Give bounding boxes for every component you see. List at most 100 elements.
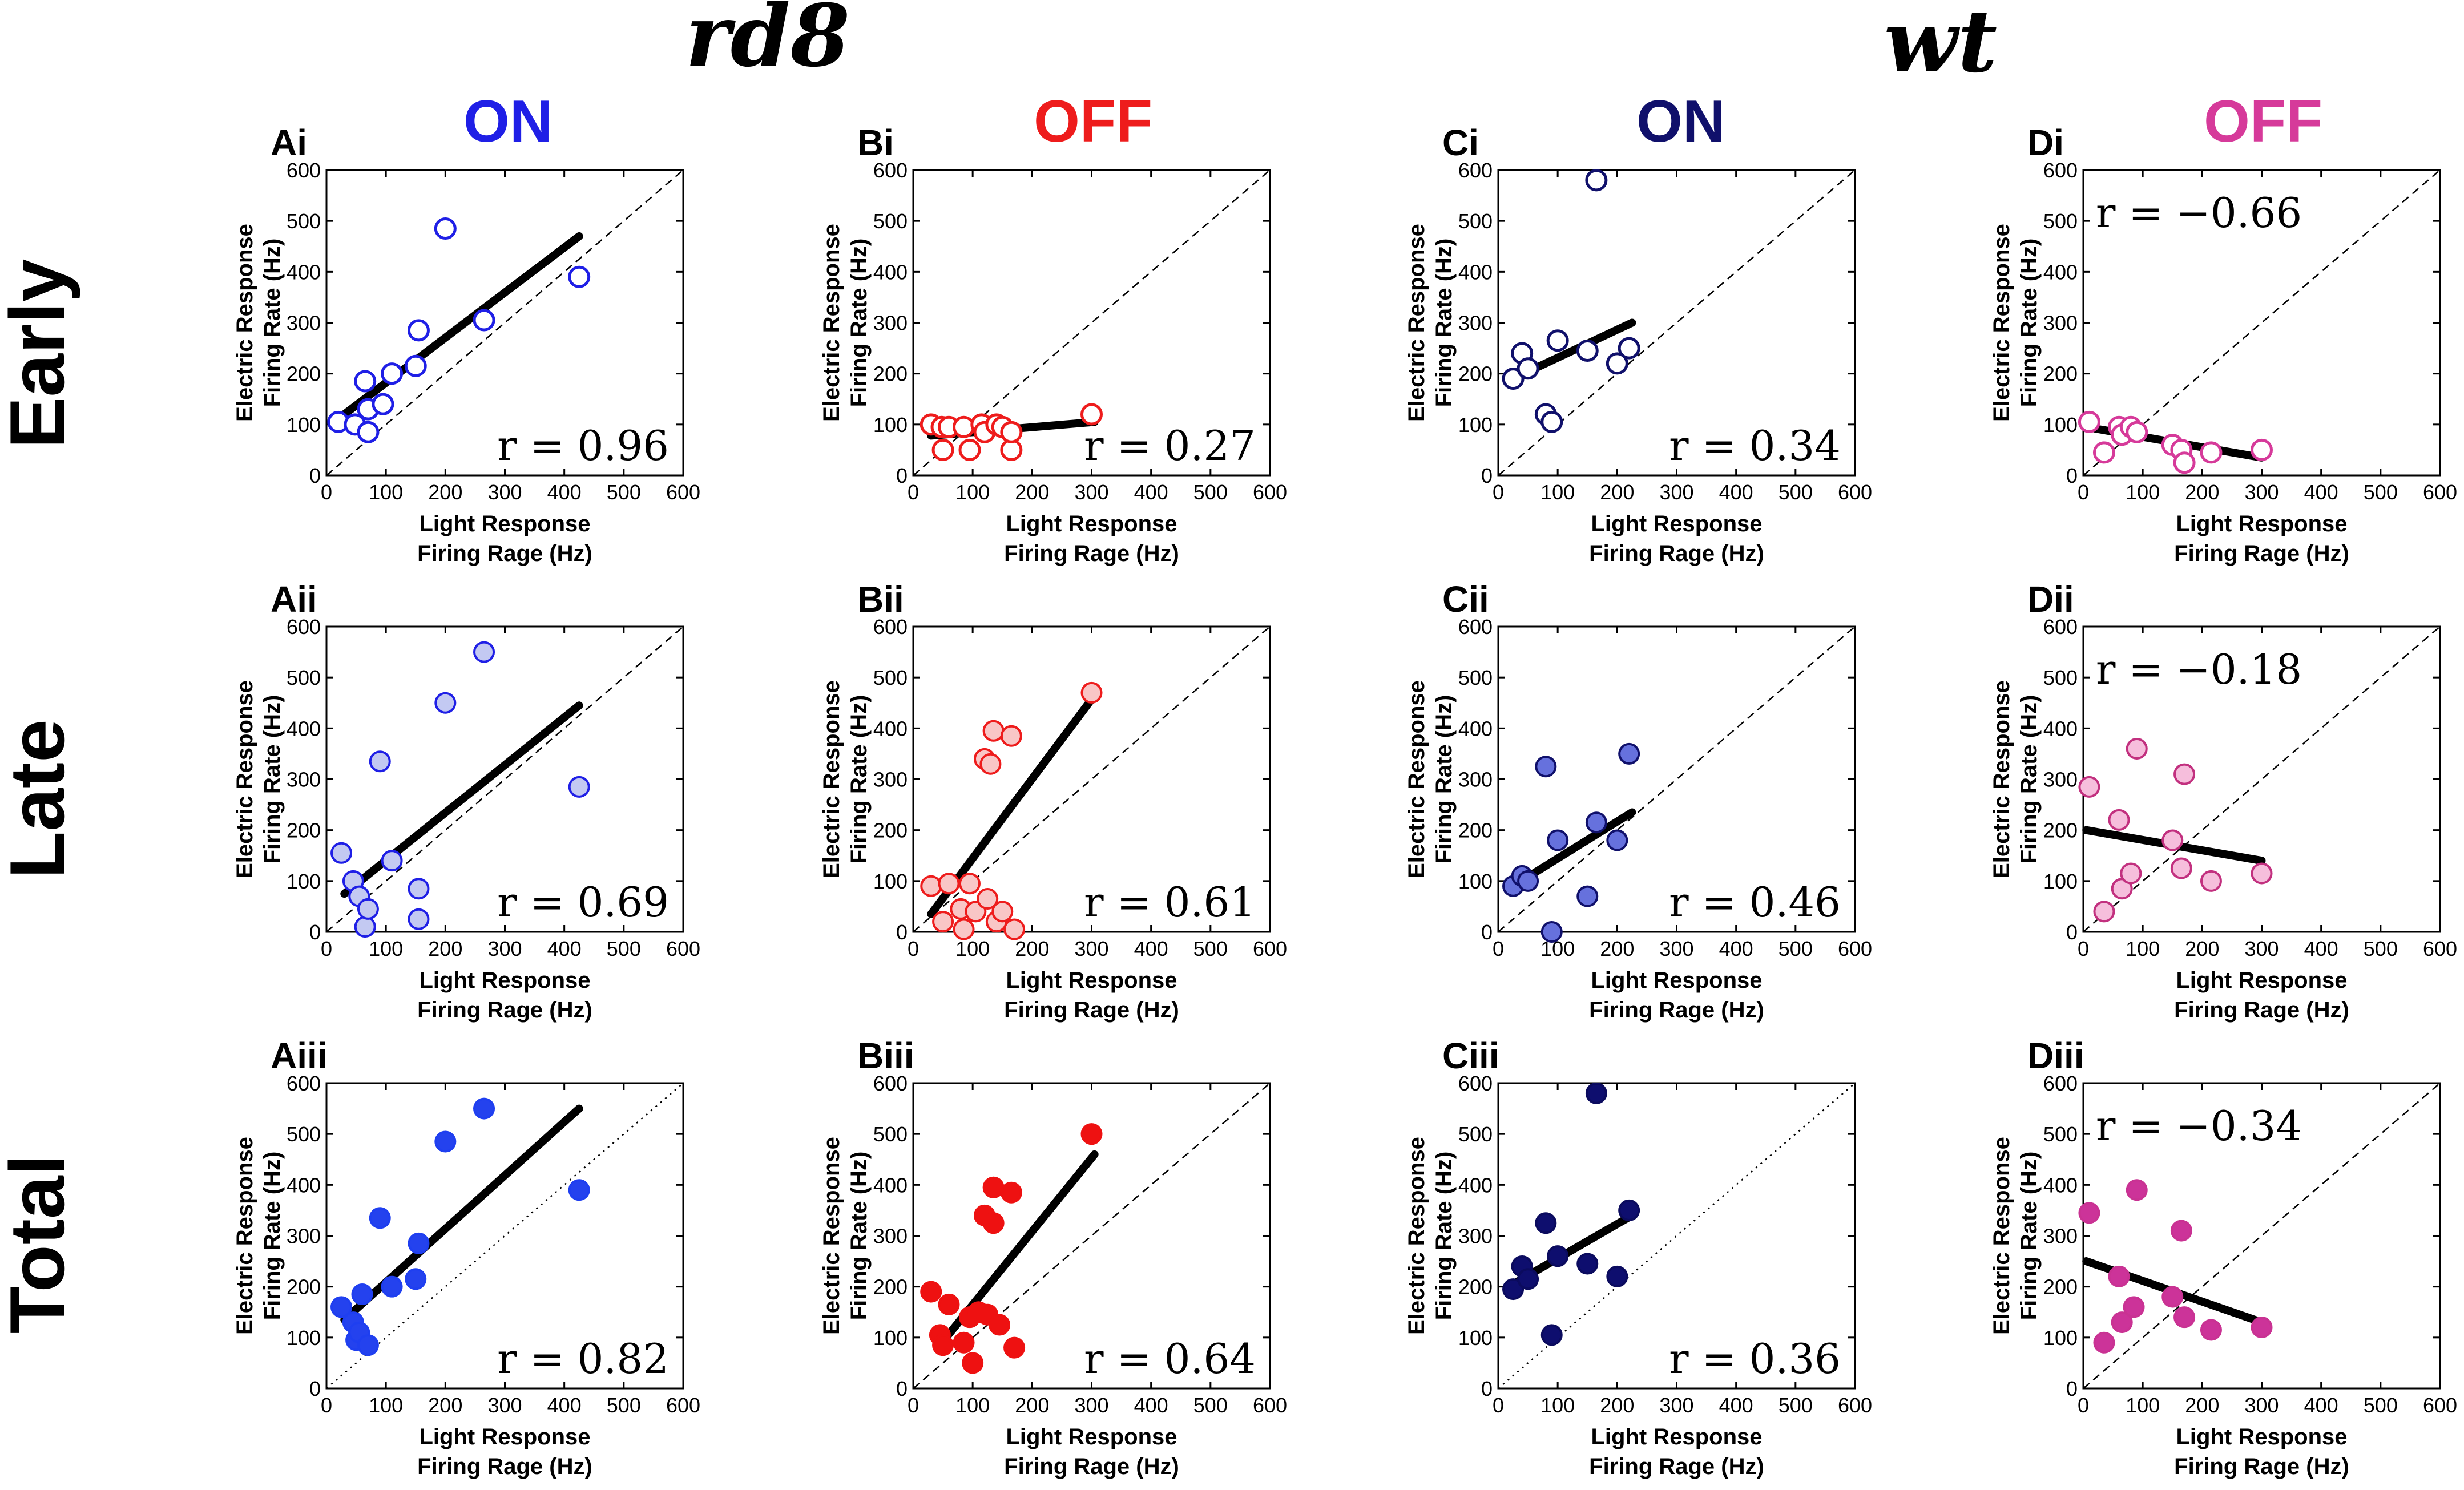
data-point <box>991 901 1014 923</box>
data-point <box>2126 738 2148 760</box>
correlation-label: r = 0.46 <box>1669 878 1841 926</box>
y-tick-label: 100 <box>873 870 908 893</box>
data-point <box>953 1331 975 1354</box>
y-axis-label: Electric Response <box>1989 680 2014 878</box>
data-point <box>962 1352 984 1374</box>
y-tick-label: 100 <box>1458 413 1493 437</box>
y-tick-label: 0 <box>2066 920 2078 944</box>
y-tick-label: 400 <box>1458 717 1493 740</box>
x-tick-label: 0 <box>908 937 919 960</box>
column-title-A: ON <box>463 88 553 155</box>
data-point <box>1517 357 1539 380</box>
data-point <box>2092 441 2115 464</box>
panel-Bi: Bi 00 100 100 200 200 300 300 400 400 500 500 600 600… <box>819 122 1287 566</box>
correlation-label: r = 0.36 <box>1669 1335 1841 1383</box>
x-tick-label: 0 <box>908 480 919 504</box>
panel-label: Ciii <box>1442 1035 1499 1076</box>
y-tick-label: 400 <box>287 717 321 740</box>
data-point <box>958 873 981 895</box>
data-point <box>354 370 377 393</box>
x-tick-label: 100 <box>955 1394 990 1417</box>
x-tick-label: 600 <box>1838 937 1872 960</box>
panel-label: Aii <box>271 579 317 620</box>
data-point <box>1003 918 1026 940</box>
y-tick-label: 200 <box>873 819 908 842</box>
x-tick-label: 500 <box>1779 1394 1813 1417</box>
y-tick-label: 200 <box>1458 819 1493 842</box>
data-point <box>1540 921 1563 943</box>
data-point <box>404 354 427 377</box>
data-point <box>2170 857 2192 879</box>
y-tick-label: 0 <box>896 464 908 487</box>
x-tick-label: 200 <box>1600 1394 1634 1417</box>
row-title-early: Early <box>0 259 80 449</box>
y-tick-label: 600 <box>2043 1072 2078 1095</box>
data-point <box>2123 1296 2145 1318</box>
panels: Ai00100100200200300300400400500500600600… <box>232 122 2457 1479</box>
y-tick-label: 400 <box>1458 1173 1493 1197</box>
data-point <box>568 776 590 798</box>
data-point <box>2200 441 2223 464</box>
data-point <box>938 873 960 895</box>
data-point <box>977 888 999 910</box>
data-point <box>1606 1265 1628 1287</box>
x-axis-label: Firing Rage (Hz) <box>1589 1454 1764 1479</box>
x-tick-label: 600 <box>1838 1394 1872 1417</box>
y-axis-label: Electric Response <box>1989 1137 2014 1335</box>
y-tick-label: 0 <box>309 1377 321 1400</box>
y-tick-label: 400 <box>2043 1173 2078 1197</box>
y-tick-label: 300 <box>873 768 908 792</box>
y-tick-label: 500 <box>287 666 321 689</box>
y-tick-label: 400 <box>873 260 908 284</box>
x-tick-label: 500 <box>2364 1394 2398 1417</box>
x-axis-label: Firing Rage (Hz) <box>2174 998 2349 1023</box>
x-tick-label: 600 <box>2423 937 2457 960</box>
data-point <box>1535 756 1557 778</box>
x-axis-label: Light Response <box>1591 511 1762 536</box>
x-tick-label: 0 <box>321 480 332 504</box>
correlation-label: r = 0.69 <box>497 878 669 926</box>
data-point <box>407 319 430 342</box>
x-axis-label: Firing Rage (Hz) <box>2174 541 2349 566</box>
y-tick-label: 600 <box>873 1072 908 1095</box>
panel-Ciii: Ciii 00 100 100 200 200 300 300 400 400 500 500 600 6… <box>1404 1035 1872 1479</box>
x-axis-label: Firing Rage (Hz) <box>1004 1454 1179 1479</box>
x-tick-label: 200 <box>2185 937 2219 960</box>
y-tick-label: 100 <box>2043 413 2078 437</box>
x-tick-label: 500 <box>1193 480 1228 504</box>
data-point <box>1576 885 1599 907</box>
data-point <box>2111 1311 2133 1334</box>
data-point <box>2173 763 2196 785</box>
y-tick-label: 0 <box>896 920 908 944</box>
data-point <box>408 1232 430 1254</box>
x-tick-label: 600 <box>666 480 700 504</box>
y-tick-label: 500 <box>873 666 908 689</box>
x-tick-label: 300 <box>487 480 522 504</box>
panel-label: Ci <box>1442 122 1479 163</box>
y-tick-label: 0 <box>2066 1377 2078 1400</box>
y-axis-label: Electric Response <box>1404 1137 1429 1335</box>
x-tick-label: 100 <box>955 480 990 504</box>
y-axis-label: Electric Response <box>819 680 844 878</box>
y-tick-label: 200 <box>2043 362 2078 386</box>
column-title-D: OFF <box>2204 88 2322 155</box>
x-tick-label: 300 <box>1074 937 1108 960</box>
x-tick-label: 400 <box>2304 480 2338 504</box>
data-point <box>1502 1278 1525 1301</box>
x-tick-label: 600 <box>2423 480 2457 504</box>
x-tick-label: 300 <box>2244 480 2279 504</box>
x-axis-label: Light Response <box>1591 968 1762 993</box>
x-tick-label: 200 <box>1600 937 1634 960</box>
data-point <box>920 875 942 897</box>
data-point <box>982 1212 1005 1234</box>
y-tick-label: 100 <box>873 1326 908 1350</box>
x-tick-label: 200 <box>428 1394 462 1417</box>
data-point <box>1502 368 1525 390</box>
data-point <box>1535 1212 1557 1234</box>
correlation-label: r = 0.64 <box>1084 1335 1256 1383</box>
x-axis-label: Firing Rage (Hz) <box>417 998 592 1023</box>
data-point <box>2078 1202 2100 1224</box>
y-axis-label: Firing Rate (Hz) <box>260 695 285 864</box>
data-point <box>2251 438 2273 461</box>
column-title-C: ON <box>1636 88 1725 155</box>
